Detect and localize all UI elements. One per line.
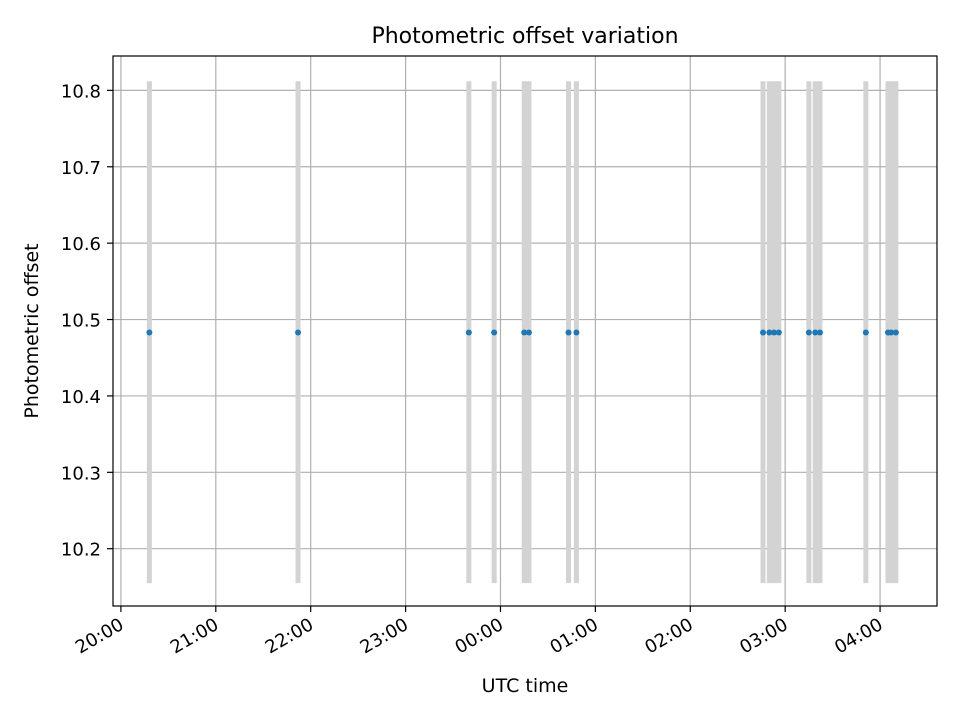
data-point xyxy=(565,329,572,336)
x-axis-label: UTC time xyxy=(482,675,569,697)
y-tick-label: 10.7 xyxy=(61,158,101,179)
data-point xyxy=(573,329,580,336)
y-tick-label: 10.6 xyxy=(61,234,101,255)
data-point xyxy=(295,329,302,336)
data-point xyxy=(775,329,782,336)
chart-title: Photometric offset variation xyxy=(371,24,678,49)
data-point xyxy=(521,329,528,336)
y-tick-label: 10.5 xyxy=(61,311,101,332)
data-point xyxy=(816,329,823,336)
data-point xyxy=(862,329,869,336)
data-point xyxy=(465,329,472,336)
data-point xyxy=(491,329,498,336)
y-tick-label: 10.4 xyxy=(61,387,101,408)
y-tick-label: 10.2 xyxy=(61,540,101,561)
data-point xyxy=(760,329,767,336)
y-tick-layer: 10.2 10.3 10.4 10.5 10.6 10.7 10.8 xyxy=(61,81,113,561)
data-point xyxy=(525,329,532,336)
data-point xyxy=(146,329,153,336)
data-point xyxy=(805,329,812,336)
data-point xyxy=(766,329,773,336)
y-axis-label: Photometric offset xyxy=(21,243,43,418)
data-point xyxy=(812,329,819,336)
y-tick-label: 10.3 xyxy=(61,463,101,484)
point-layer xyxy=(146,329,899,336)
data-point xyxy=(771,329,778,336)
data-point xyxy=(892,329,899,336)
y-tick-label: 10.8 xyxy=(61,81,101,102)
plot-frame xyxy=(112,55,938,607)
data-point xyxy=(888,329,895,336)
